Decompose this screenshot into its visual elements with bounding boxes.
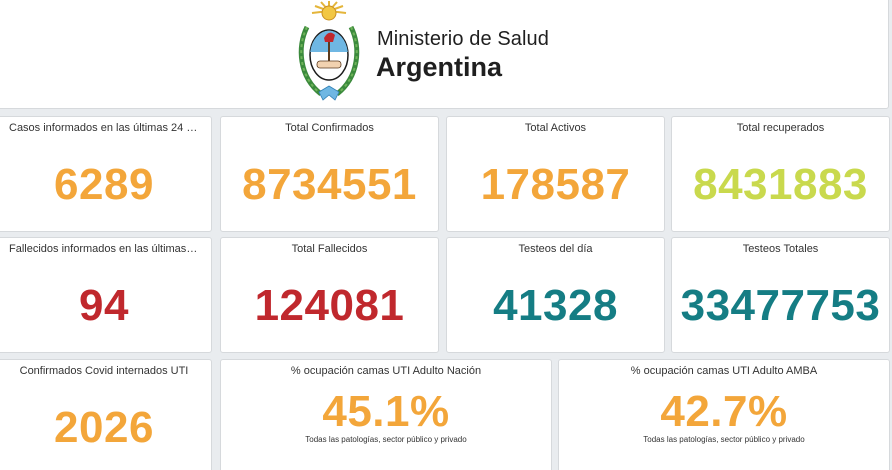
card-title: Total Activos <box>524 122 587 134</box>
card-value: 42.7% <box>660 387 788 436</box>
card-title: Casos informados en las últimas 24 horas <box>9 122 211 134</box>
card-title: Testeos del día <box>518 243 593 255</box>
card-title: % ocupación camas UTI Adulto Nación <box>290 365 482 377</box>
header-banner: Ministerio de Salud Argentina <box>0 0 889 109</box>
card-title: % ocupación camas UTI Adulto AMBA <box>630 365 818 377</box>
card-value: 6289 <box>54 160 154 209</box>
card-ocupacion-amba: % ocupación camas UTI Adulto AMBA 42.7% … <box>558 359 890 470</box>
card-testeos-totales: Testeos Totales 33477753 <box>671 237 890 353</box>
card-title: Total Fallecidos <box>291 243 368 255</box>
card-value: 33477753 <box>680 281 881 330</box>
card-value: 124081 <box>254 281 405 330</box>
card-value: 94 <box>79 281 129 330</box>
card-total-confirmados: Total Confirmados 8734551 <box>220 116 439 232</box>
card-value: 178587 <box>480 160 631 209</box>
card-title: Total Confirmados <box>285 122 374 134</box>
card-title: Fallecidos informados en las últimas 24 … <box>9 243 211 255</box>
card-title: Confirmados Covid internados UTI <box>19 365 189 377</box>
ministry-name: Ministerio de Salud <box>377 28 549 50</box>
coat-of-arms-icon <box>298 1 360 101</box>
card-value: 41328 <box>493 281 618 330</box>
card-total-fallecidos: Total Fallecidos 124081 <box>220 237 439 353</box>
card-fallecidos-24h: Fallecidos informados en las últimas 24 … <box>0 237 212 353</box>
card-total-activos: Total Activos 178587 <box>446 116 665 232</box>
card-internados-uti: Confirmados Covid internados UTI 2026 <box>0 359 212 470</box>
card-title: Testeos Totales <box>742 243 819 255</box>
card-total-recuperados: Total recuperados 8431883 <box>671 116 890 232</box>
card-title: Total recuperados <box>736 122 825 134</box>
card-subtitle: Todas las patologías, sector público y p… <box>643 435 805 444</box>
card-value: 2026 <box>54 403 154 452</box>
card-testeos-dia: Testeos del día 41328 <box>446 237 665 353</box>
card-ocupacion-nacion: % ocupación camas UTI Adulto Nación 45.1… <box>220 359 552 470</box>
card-value: 45.1% <box>322 387 450 436</box>
card-casos-24h: Casos informados en las últimas 24 horas… <box>0 116 212 232</box>
card-value: 8734551 <box>242 160 417 209</box>
card-subtitle: Todas las patologías, sector público y p… <box>305 435 467 444</box>
card-value: 8431883 <box>693 160 868 209</box>
country-name: Argentina <box>376 52 503 82</box>
